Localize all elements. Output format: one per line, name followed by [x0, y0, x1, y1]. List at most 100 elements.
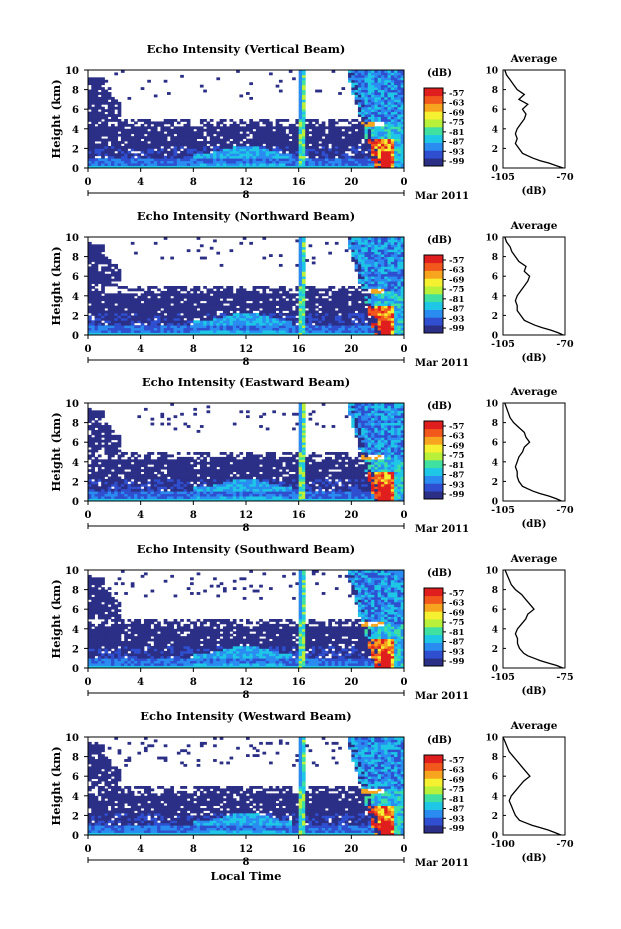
heatmap-cell — [328, 150, 332, 154]
heatmap-cell — [384, 84, 388, 88]
heatmap-cell — [387, 82, 392, 86]
heatmap-cell — [377, 293, 382, 297]
heatmap-cell — [331, 128, 336, 132]
colorbar-swatch — [424, 150, 443, 159]
heatmap-cell — [107, 454, 112, 458]
heatmap-cell — [374, 268, 379, 272]
heatmap-cell — [371, 104, 375, 108]
heatmap-cell — [338, 298, 342, 302]
colorbar-swatch — [424, 325, 443, 334]
heatmap-cell — [397, 276, 402, 280]
heatmap-cell — [94, 148, 99, 152]
heatmap-cell — [150, 155, 155, 159]
heatmap-cell — [384, 123, 388, 127]
heatmap-cell — [193, 165, 198, 169]
heatmap-cell — [348, 312, 352, 316]
heatmap-cell — [143, 317, 148, 321]
heatmap-cell — [252, 133, 257, 137]
heatmap-cell — [331, 295, 336, 299]
heatmap-cell — [173, 290, 178, 294]
heatmap-cell — [374, 290, 379, 294]
heatmap-cell — [390, 145, 395, 149]
heatmap-cell — [120, 138, 125, 142]
heatmap-cell — [292, 322, 296, 326]
heatmap-cell — [104, 434, 109, 438]
heatmap-cell — [209, 317, 214, 321]
heatmap-cell — [94, 268, 99, 272]
heatmap-cell — [255, 155, 260, 159]
x-tick-label: 20 — [344, 344, 358, 355]
beam-panel: Echo Intensity (Vertical Beam)0246810Hei… — [49, 42, 574, 202]
heatmap-cell — [259, 293, 263, 297]
heatmap-cell — [288, 293, 293, 297]
heatmap-cell — [232, 300, 237, 304]
colorbar-swatch — [424, 286, 443, 295]
heatmap-cell — [308, 145, 313, 149]
heatmap-cell — [364, 158, 369, 162]
heatmap-cell — [259, 131, 263, 135]
heatmap-cell — [380, 320, 385, 324]
heatmap-cell — [150, 305, 155, 309]
heatmap-cell — [107, 493, 112, 497]
heatmap-cell — [361, 317, 365, 321]
heatmap-cell — [278, 332, 283, 336]
heatmap-cell — [157, 141, 161, 144]
heatmap-cell — [117, 330, 122, 333]
heatmap-cell — [199, 293, 204, 297]
heatmap-cell — [387, 281, 392, 284]
average-y-tick-label: 10 — [485, 67, 498, 77]
heatmap-cell — [364, 79, 369, 83]
heatmap-cell — [397, 119, 402, 122]
heatmap-cell — [341, 293, 346, 297]
heatmap-cell — [193, 286, 198, 289]
heatmap-cell — [354, 293, 359, 297]
heatmap-cell — [186, 293, 191, 297]
heatmap-cell — [354, 332, 359, 336]
heatmap-cell — [170, 320, 174, 324]
heatmap-cell — [259, 143, 263, 147]
heatmap-cell — [282, 290, 286, 294]
heatmap-cell — [367, 286, 372, 289]
heatmap-cell — [97, 128, 102, 132]
heatmap-cell — [364, 327, 369, 331]
heatmap-cell — [341, 153, 346, 157]
heatmap-cell — [203, 145, 207, 149]
heatmap-cell — [397, 121, 402, 125]
heatmap-cell — [357, 246, 362, 250]
heatmap-cell — [226, 158, 230, 162]
heatmap-cell — [380, 322, 385, 326]
heatmap-cell — [344, 131, 349, 135]
heatmap-cell — [127, 459, 132, 463]
heatmap-cell — [213, 165, 217, 169]
heatmap-cell — [111, 150, 115, 154]
heatmap-cell — [196, 143, 201, 147]
heatmap-cell — [114, 486, 119, 490]
heatmap-cell — [361, 131, 365, 135]
heatmap-cell — [222, 123, 227, 127]
heatmap-cell — [88, 276, 92, 280]
heatmap-cell — [153, 298, 158, 302]
colorbar-swatch — [424, 88, 443, 97]
heatmap-cell — [265, 322, 270, 326]
heatmap-cell — [147, 322, 151, 326]
heatmap-cell — [292, 150, 296, 154]
heatmap-cell — [380, 94, 385, 98]
heatmap-cell — [137, 286, 142, 289]
heatmap-cell — [130, 483, 135, 487]
heatmap-cell — [226, 133, 230, 137]
heatmap-cell — [153, 126, 158, 130]
colorbar-tick-label: -99 — [449, 324, 464, 334]
heatmap-cell — [318, 327, 323, 331]
heatmap-cell — [298, 150, 303, 154]
heatmap-cell — [249, 155, 253, 159]
heatmap-cell — [305, 315, 309, 319]
heatmap-cell — [354, 143, 359, 147]
heatmap-cell — [216, 332, 221, 336]
heatmap-cell — [374, 256, 379, 260]
heatmap-cell — [292, 315, 296, 319]
heatmap-cell — [367, 138, 372, 142]
heatmap-cell — [282, 325, 286, 329]
heatmap-cell — [397, 136, 402, 139]
heatmap-cell — [150, 143, 155, 147]
heatmap-cell — [380, 251, 385, 255]
